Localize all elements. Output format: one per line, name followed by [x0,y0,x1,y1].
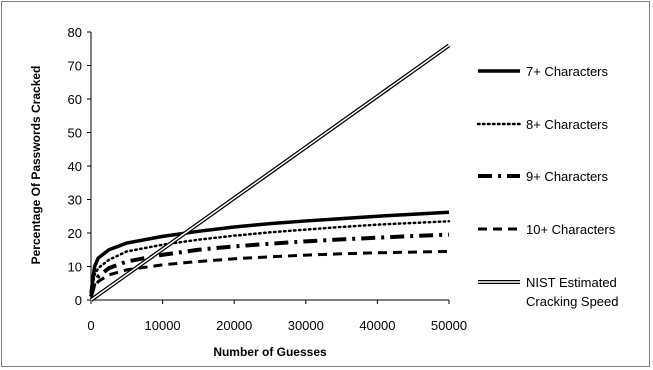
y-tick-label: 10 [68,260,82,275]
y-tick-label: 30 [68,193,82,208]
legend-8-characters-label: 8+ Characters [526,117,609,132]
x-tick-label: 10000 [145,318,181,333]
x-tick-label: 30000 [288,318,324,333]
legend: 7+ Characters 8+ Characters 9+ Characters 1… [476,64,619,309]
y-tick-label: 20 [68,226,82,241]
legend-9-characters-label: 9+ Characters [526,169,609,184]
x-axis-title: Number of Guesses [213,345,327,359]
x-tick-label: 0 [87,318,94,333]
x-tick-label: 20000 [216,318,252,333]
series-layer [89,43,451,302]
y-axis-ticks: 0 10 20 30 40 50 60 70 80 [68,25,91,308]
y-tick-label: 60 [68,92,82,107]
y-tick-label: 80 [68,25,82,40]
series-nist-estimated-cracking-speed-line-inner [90,44,450,301]
series-10-characters-line [89,249,450,298]
legend-nist-estimated-cracking-speed-label: NIST Estimated Cracking Speed [526,275,619,309]
y-tick-label: 70 [68,59,82,74]
x-tick-label: 40000 [359,318,395,333]
x-axis-ticks: 0 10000 20000 30000 40000 50000 [87,300,467,333]
series-7-characters-line [89,210,450,294]
y-tick-label: 0 [75,293,82,308]
x-tick-label: 50000 [431,318,467,333]
y-tick-label: 50 [68,126,82,141]
y-tick-label: 40 [68,159,82,174]
y-axis-title: Percentage Of Passwords Cracked [29,66,43,265]
legend-7-characters-label: 7+ Characters [526,64,609,79]
series-8-characters-line [89,220,451,297]
legend-10-characters-label: 10+ Characters [526,222,616,237]
series-9-characters-line [89,232,450,298]
